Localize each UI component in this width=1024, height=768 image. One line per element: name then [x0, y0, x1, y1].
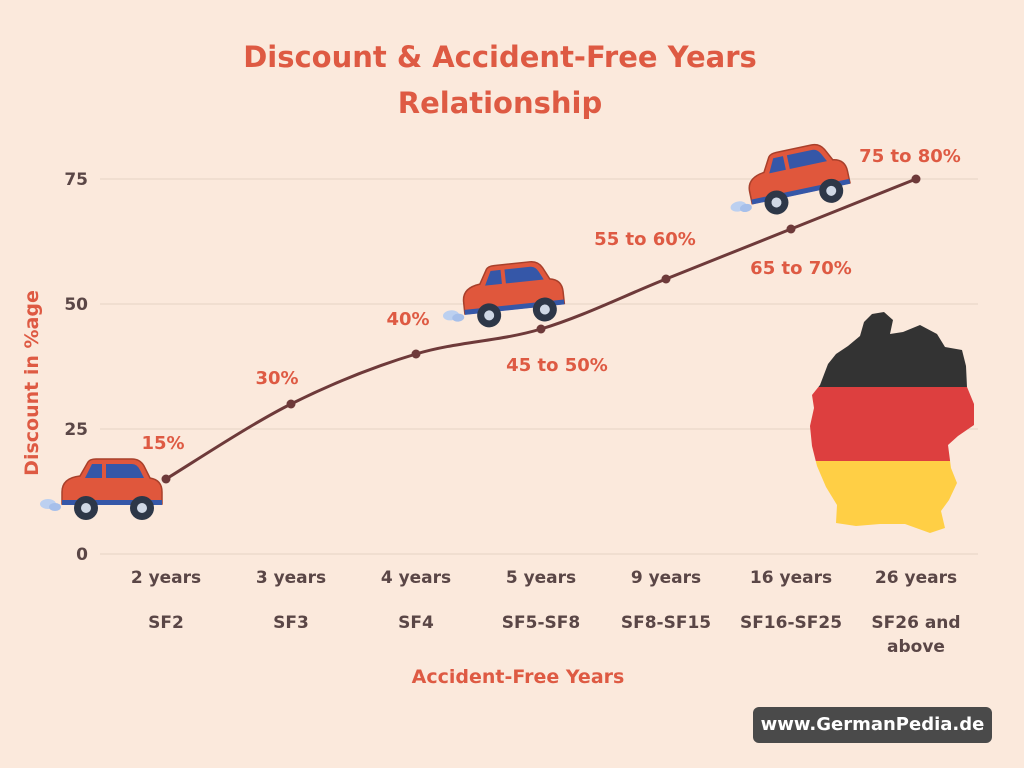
data-point [786, 224, 796, 234]
y-tick-label: 25 [64, 420, 88, 440]
car-icon [40, 458, 163, 520]
germany-flag-map-icon [810, 312, 974, 533]
x-tick-label: 5 years [506, 568, 576, 588]
y-tick-label: 0 [76, 545, 88, 565]
data-point [286, 399, 296, 409]
data-point [536, 324, 546, 334]
data-points [161, 174, 921, 484]
data-label: 40% [386, 309, 429, 330]
class-label: above [887, 637, 945, 657]
data-label: 75 to 80% [859, 146, 961, 167]
data-point [911, 174, 921, 184]
class-label: SF5-SF8 [502, 613, 580, 633]
car-icon [442, 260, 566, 328]
class-label: SF3 [273, 613, 309, 633]
x-tick-label: 16 years [750, 568, 832, 588]
chart-title: Discount & Accident-Free Years Relations… [243, 40, 757, 121]
data-label: 30% [255, 368, 298, 389]
car-icon [730, 143, 851, 215]
x-tick-label: 4 years [381, 568, 451, 588]
data-label: 45 to 50% [506, 355, 608, 376]
x-tick-label: 2 years [131, 568, 201, 588]
data-point [161, 474, 171, 484]
y-tick-label: 75 [64, 170, 88, 190]
data-labels: 15% 30% 40% 45 to 50% 55 to 60% 65 to 70% 75 t… [141, 146, 960, 454]
class-label: SF16-SF25 [740, 613, 842, 633]
website-watermark: www.GermanPedia.de [753, 707, 992, 743]
class-label: SF2 [148, 613, 184, 633]
x-tick-label: 9 years [631, 568, 701, 588]
x-tick-label: 26 years [875, 568, 957, 588]
y-tick-labels: 0 25 50 75 [64, 170, 88, 565]
y-axis-label: Discount in %age [21, 290, 43, 476]
data-point [411, 349, 421, 359]
class-label: SF8-SF15 [621, 613, 711, 633]
data-point [661, 274, 671, 284]
y-tick-label: 50 [64, 295, 88, 315]
class-label: SF4 [398, 613, 434, 633]
x-tick-labels: 2 years 3 years 4 years 5 years 9 years 16 ye… [131, 568, 957, 588]
data-label: 55 to 60% [594, 229, 696, 250]
data-label: 15% [141, 433, 184, 454]
class-label: SF26 and [871, 613, 960, 633]
class-labels: SF2 SF3 SF4 SF5-SF8 SF8-SF15 SF16-SF25 SF26 an… [148, 613, 960, 657]
x-tick-label: 3 years [256, 568, 326, 588]
data-label: 65 to 70% [750, 258, 852, 279]
x-axis-label: Accident-Free Years [412, 666, 625, 688]
